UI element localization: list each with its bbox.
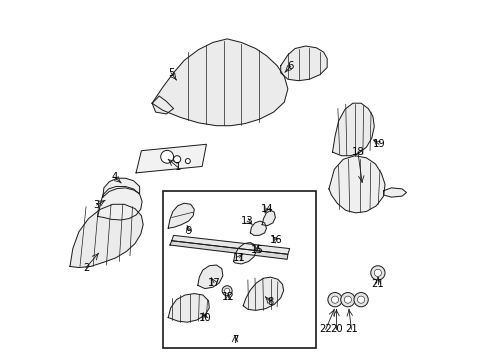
Circle shape — [173, 156, 181, 163]
Text: 1: 1 — [175, 162, 181, 172]
Text: 22: 22 — [319, 324, 332, 334]
Polygon shape — [168, 203, 194, 228]
Circle shape — [185, 158, 190, 163]
Text: 19: 19 — [372, 139, 385, 149]
Text: 2: 2 — [83, 262, 89, 273]
Circle shape — [224, 288, 230, 293]
Polygon shape — [243, 277, 284, 310]
Polygon shape — [262, 210, 275, 226]
Text: 13: 13 — [241, 216, 253, 226]
Circle shape — [328, 293, 342, 307]
Polygon shape — [70, 204, 143, 267]
Text: 21: 21 — [371, 279, 384, 289]
Polygon shape — [152, 39, 288, 126]
Text: 21: 21 — [345, 324, 358, 334]
Text: 16: 16 — [270, 235, 283, 245]
Circle shape — [344, 296, 351, 303]
Text: 5: 5 — [168, 68, 174, 78]
Circle shape — [371, 266, 385, 280]
Text: 12: 12 — [222, 292, 235, 302]
Polygon shape — [172, 235, 290, 254]
Text: 9: 9 — [185, 226, 192, 236]
Polygon shape — [103, 178, 140, 197]
Polygon shape — [329, 156, 385, 213]
Polygon shape — [281, 46, 327, 81]
Polygon shape — [250, 221, 267, 235]
Text: 8: 8 — [268, 297, 274, 307]
Text: 6: 6 — [288, 62, 294, 71]
Text: 14: 14 — [261, 203, 273, 213]
Text: 15: 15 — [251, 245, 264, 255]
Text: 11: 11 — [233, 252, 246, 262]
Text: 4: 4 — [112, 172, 118, 182]
Circle shape — [161, 150, 173, 163]
Polygon shape — [168, 294, 209, 322]
Text: 20: 20 — [330, 324, 343, 334]
Circle shape — [358, 296, 365, 303]
Polygon shape — [152, 96, 173, 114]
Circle shape — [222, 286, 232, 296]
Polygon shape — [198, 265, 223, 289]
Polygon shape — [333, 103, 374, 156]
Polygon shape — [98, 186, 142, 220]
Circle shape — [354, 293, 368, 307]
Text: 3: 3 — [94, 200, 100, 210]
Text: 10: 10 — [198, 312, 211, 323]
Polygon shape — [384, 188, 407, 197]
Circle shape — [341, 293, 355, 307]
Bar — [163, 191, 317, 348]
Text: 7: 7 — [232, 335, 238, 345]
Polygon shape — [136, 144, 206, 173]
Circle shape — [374, 269, 381, 276]
Polygon shape — [170, 241, 288, 259]
Circle shape — [331, 296, 339, 303]
Polygon shape — [234, 243, 256, 264]
Text: 18: 18 — [351, 147, 364, 157]
Text: 17: 17 — [208, 278, 220, 288]
